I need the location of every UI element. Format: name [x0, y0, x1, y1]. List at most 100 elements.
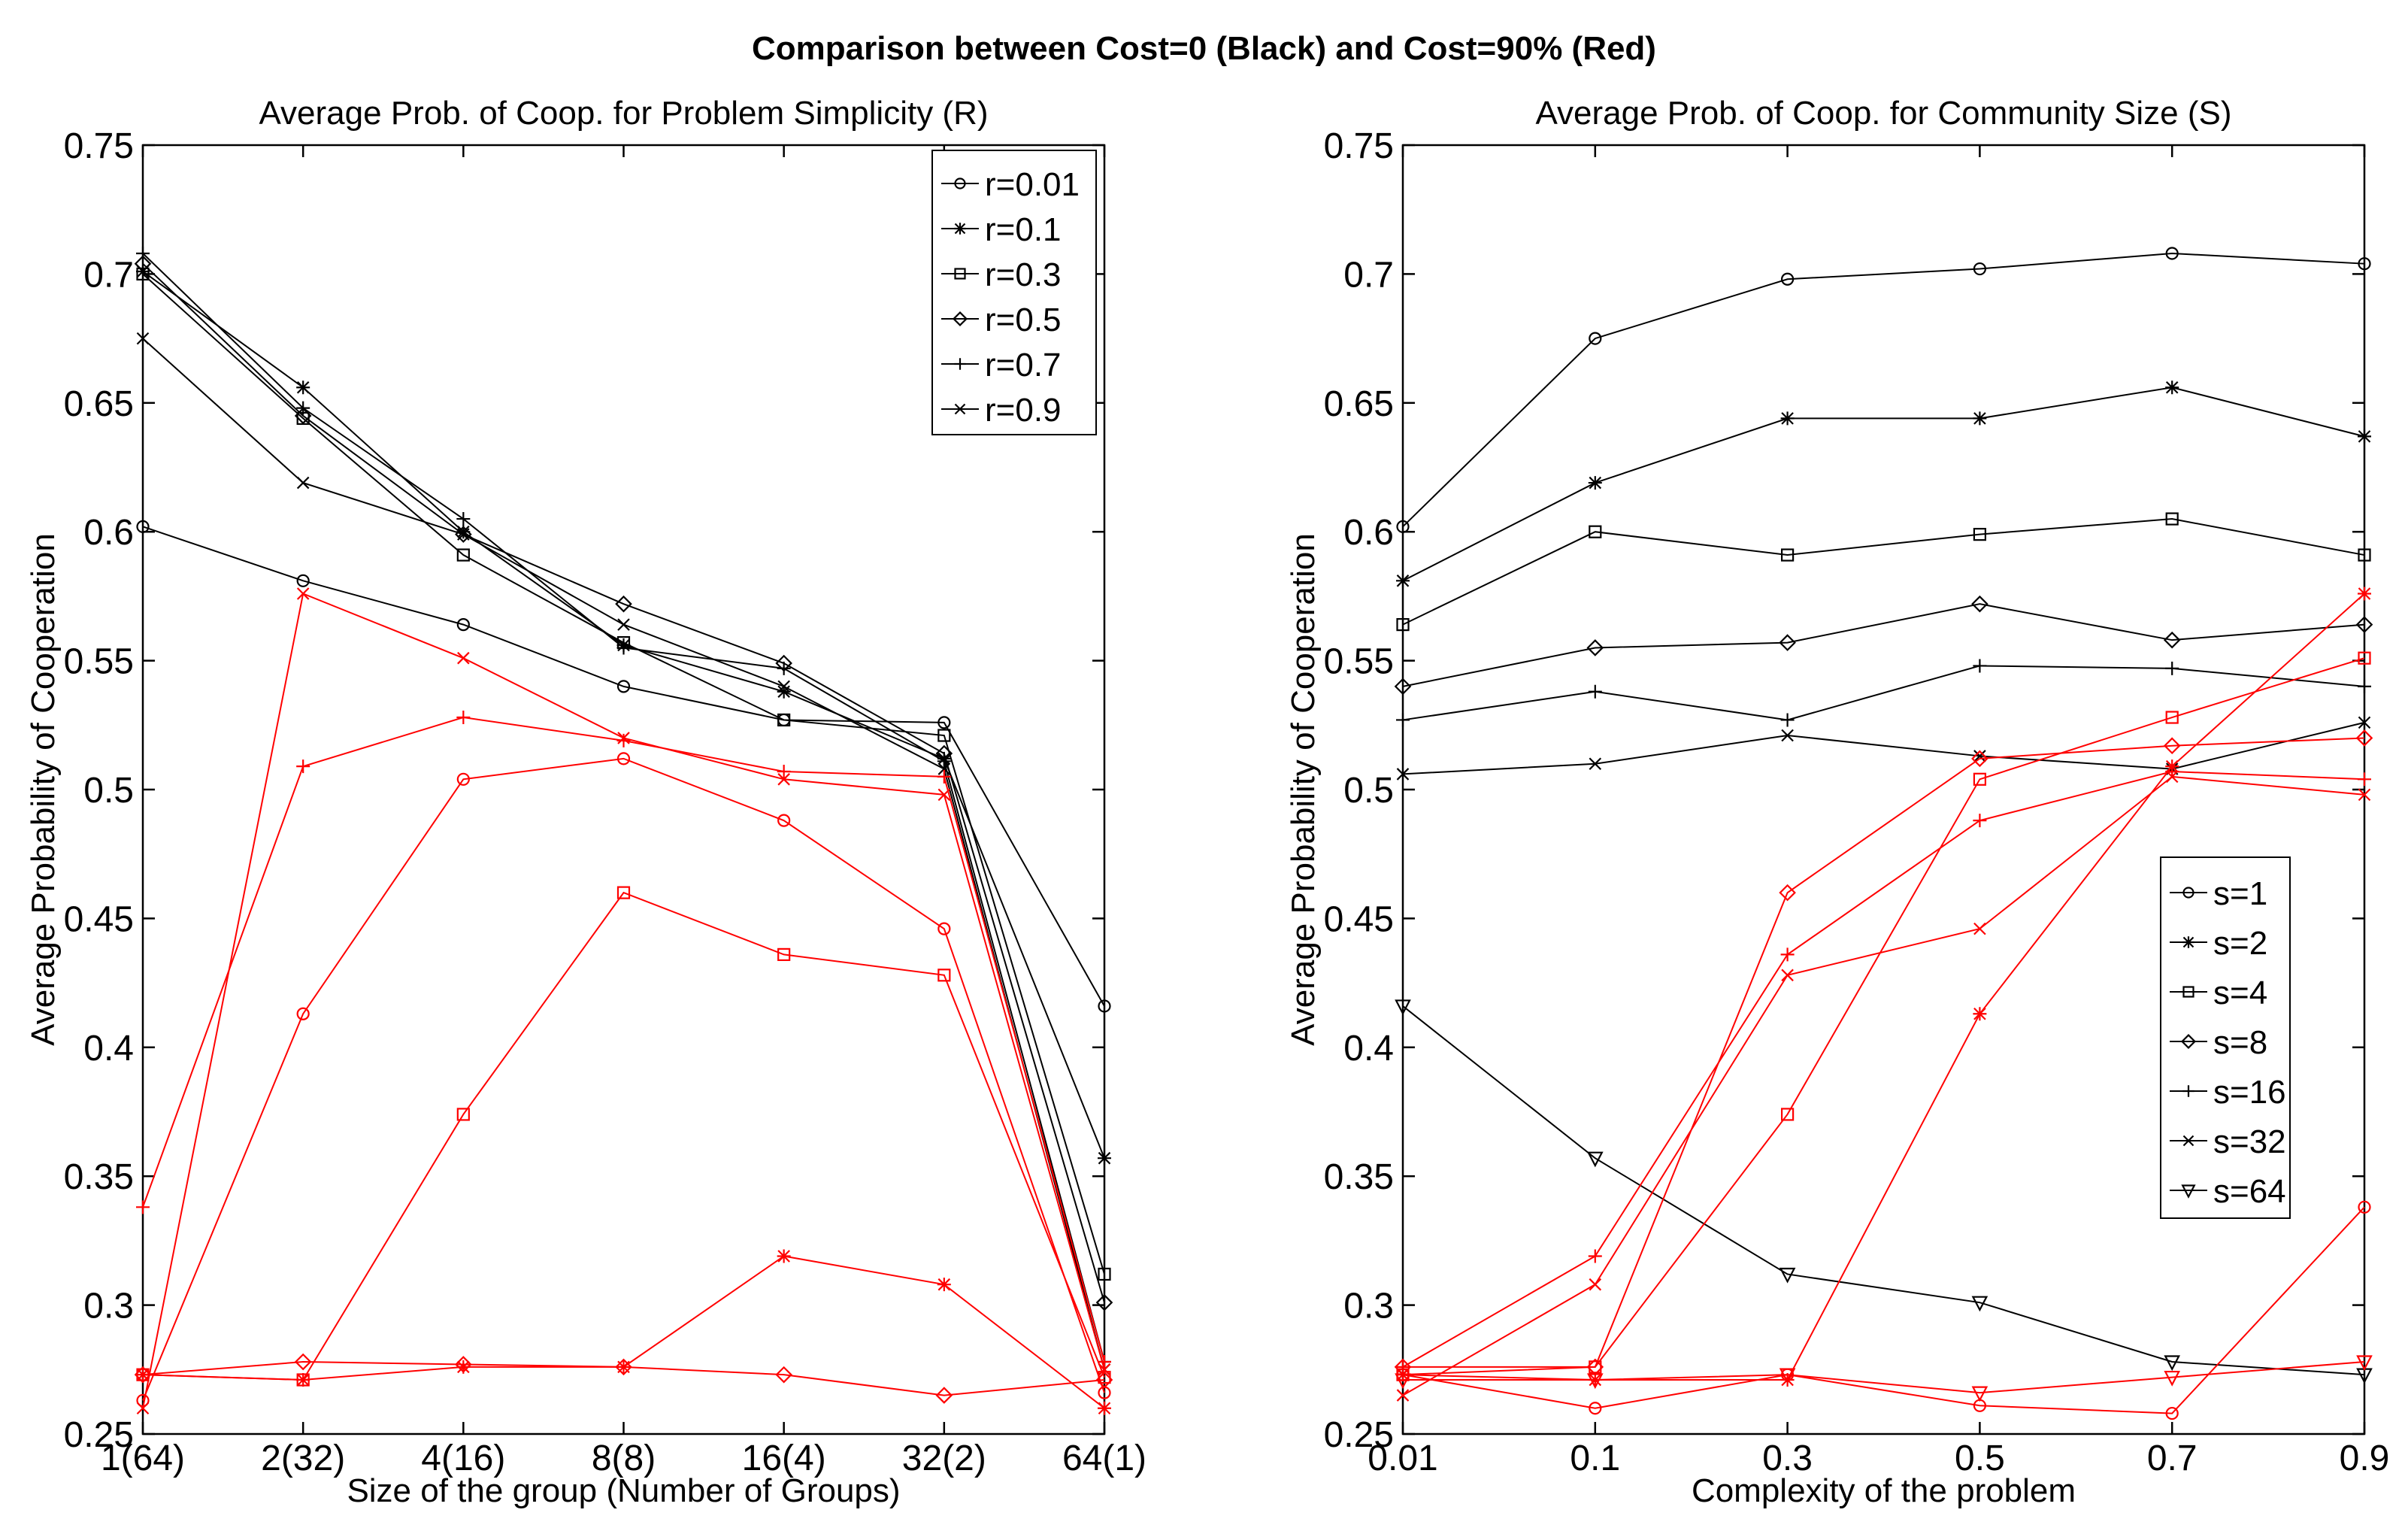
data-point-marker: [1586, 1151, 1604, 1168]
series-r-0-7-cost-90: [136, 711, 1111, 1369]
data-point-marker: [1095, 1371, 1113, 1389]
data-point-marker: [937, 754, 951, 769]
data-point-marker: [777, 713, 791, 727]
data-point-marker: [1396, 574, 1410, 588]
data-point-marker: [1971, 595, 1988, 613]
data-point-marker: [1098, 1363, 1111, 1376]
data-point-marker: [937, 1278, 951, 1292]
data-point-marker: [2358, 772, 2371, 787]
series-s-32-cost-90: [1396, 770, 2371, 1402]
data-point-marker: [777, 765, 791, 778]
data-point-marker: [136, 267, 150, 280]
series-s-16-cost-90: [1396, 765, 2371, 1374]
x-axis-label: Complexity of the problem: [1692, 1472, 2076, 1509]
data-point-marker: [617, 618, 630, 631]
legend-label: s=8: [2213, 1024, 2267, 1061]
data-point-marker: [937, 762, 951, 775]
legend-marker: [954, 177, 966, 189]
data-point-marker: [1973, 262, 1986, 276]
data-point-marker: [1779, 884, 1796, 902]
y-tick-label: 0.3: [83, 1287, 134, 1326]
data-point-marker: [1589, 1402, 1602, 1415]
legend-label: s=16: [2213, 1074, 2286, 1111]
data-point-marker: [296, 587, 310, 600]
data-point-marker: [296, 476, 310, 490]
data-point-marker: [296, 1007, 310, 1020]
data-point-marker: [1973, 1007, 1987, 1021]
series-s-64-cost-90: [1395, 1355, 2373, 1402]
data-point-marker: [1781, 1108, 1795, 1121]
data-point-marker: [1781, 272, 1795, 286]
data-point-marker: [136, 1402, 150, 1414]
data-point-marker: [2358, 257, 2371, 271]
plot-area-frame: [1401, 144, 2366, 1435]
data-point-marker: [2165, 247, 2179, 260]
series-r-0-1-cost-90: [136, 1249, 1111, 1415]
data-point-marker: [294, 407, 312, 425]
chart-panel-2: 0.25 0.3 0.35 0.4 0.45 0.5 0.55 0.6 0.65 0.7 0.75 0…: [1285, 95, 2389, 1509]
legend-box: [931, 150, 1097, 435]
data-point-marker: [1098, 1267, 1111, 1281]
x-tick-label: 0.9: [2340, 1439, 2390, 1478]
data-point-marker: [777, 814, 791, 827]
data-point-marker: [1781, 969, 1794, 982]
data-point-marker: [134, 255, 152, 272]
data-point-marker: [1780, 411, 1795, 426]
y-axis-label: Average Probability of Cooperation: [25, 533, 62, 1046]
data-point-marker: [1781, 729, 1794, 742]
series-line: [142, 1255, 1105, 1409]
series-line: [1402, 665, 2365, 721]
y-tick-label: 0.55: [64, 642, 134, 682]
legend-marker: [2182, 986, 2194, 998]
data-point-marker: [1586, 639, 1604, 656]
y-tick-label: 0.65: [64, 384, 134, 424]
data-point-marker: [2358, 587, 2371, 601]
data-point-marker: [1973, 814, 1987, 828]
y-tick-label: 0.45: [1324, 899, 1394, 939]
data-point-marker: [937, 729, 951, 742]
series-line: [1402, 1206, 2365, 1414]
legend-label: r=0.9: [985, 392, 1062, 429]
x-tick-label: 64(1): [1062, 1439, 1146, 1478]
y-tick-label: 0.25: [64, 1415, 134, 1455]
data-point-marker: [2358, 429, 2371, 444]
data-point-marker: [1780, 947, 1795, 962]
data-point-marker: [937, 788, 951, 802]
legend-marker: [954, 268, 966, 280]
y-tick-label: 0.5: [83, 771, 134, 811]
data-point-marker: [1779, 634, 1796, 651]
data-point-marker: [617, 732, 630, 744]
series-line: [142, 757, 1105, 1401]
legend: r=0.01 r=0.1 r=0.3 r=0.5 r=0.7 r=0.9: [931, 150, 1097, 435]
y-tick-label: 0.65: [1324, 384, 1394, 424]
series-r-0-01-cost-0: [136, 520, 1111, 1013]
legend-label: r=0.3: [985, 256, 1062, 293]
data-point-marker: [456, 525, 471, 539]
series-s-64-cost-0: [1395, 999, 2373, 1384]
series-s-32-cost-0: [1396, 716, 2371, 781]
data-point-marker: [1589, 525, 1602, 538]
legend-marker: [2182, 887, 2194, 899]
data-point-marker: [2163, 737, 2181, 755]
series-s-8-cost-0: [1394, 595, 2373, 696]
legend-label: s=2: [2213, 925, 2267, 962]
data-point-marker: [2358, 1200, 2371, 1214]
data-point-marker: [1779, 1267, 1796, 1284]
series-line: [142, 716, 1105, 1363]
y-tick-label: 0.75: [64, 126, 134, 166]
data-point-marker: [2165, 512, 2179, 526]
data-point-marker: [1396, 768, 1410, 781]
data-point-marker: [1971, 1296, 1988, 1312]
series-s-1-cost-0: [1396, 247, 2371, 533]
y-tick-label: 0.4: [1343, 1029, 1394, 1069]
data-point-marker: [296, 759, 310, 774]
data-point-marker: [777, 1249, 791, 1263]
y-tick-label: 0.45: [64, 899, 134, 939]
data-point-marker: [136, 246, 150, 260]
data-point-marker: [136, 1200, 150, 1214]
y-tick-label: 0.5: [1343, 771, 1394, 811]
x-tick-label: 1(64): [101, 1439, 185, 1478]
panel-title: Average Prob. of Coop. for Problem Simpl…: [259, 95, 989, 132]
legend: s=1 s=2 s=4 s=8 s=16 s=32 s=64: [2160, 856, 2291, 1219]
